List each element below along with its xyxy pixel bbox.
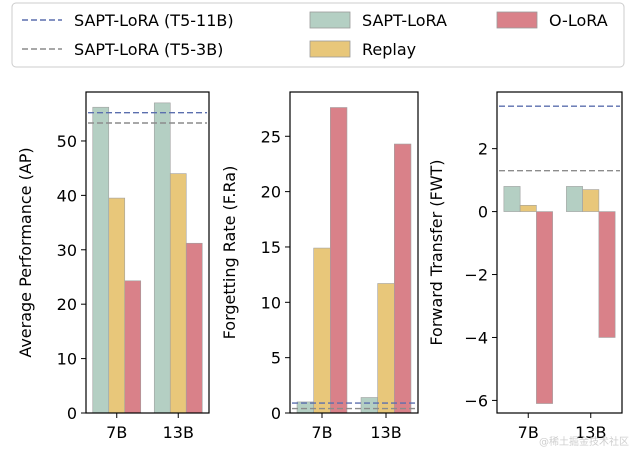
x-tick-label: 7B (518, 423, 539, 442)
legend-label: Replay (362, 40, 416, 59)
y-axis-label: Forward Transfer (FWT) (427, 159, 446, 345)
y-axis-label: Average Performance (AP) (16, 147, 35, 357)
y-tick-label: 0 (478, 203, 488, 222)
legend-patch-swatch (309, 11, 351, 29)
y-tick-label: 50 (57, 132, 77, 151)
y-tick-label: 5 (271, 349, 281, 368)
legend-label: O-LoRA (549, 11, 608, 30)
bar (92, 106, 110, 414)
panel-average-performance: 0 10 20 30 40 50 7B 13B Average Performance (AP) (16, 91, 210, 442)
legend-label: SAPT-LoRA (T5-3B) (74, 40, 223, 59)
y-tick-label: 0 (271, 404, 281, 423)
y-tick-label: 20 (57, 295, 77, 314)
y-tick-label: 0 (67, 404, 77, 423)
bar (582, 189, 600, 212)
y-tick-label: 10 (261, 293, 281, 312)
bar (330, 107, 348, 414)
axes-frame (496, 91, 623, 414)
y-tick-label: −2 (464, 266, 488, 285)
bar (519, 204, 537, 212)
y-tick-label: 30 (57, 241, 77, 260)
bar (169, 173, 187, 414)
watermark: @稀土掘金技术社区 (539, 437, 629, 448)
bar (153, 102, 171, 414)
bar (360, 397, 378, 414)
x-tick-label: 7B (106, 423, 127, 442)
y-axis-label: Forgetting Rate (F.Ra) (220, 166, 239, 340)
y-tick-label: −6 (464, 391, 488, 410)
bar (566, 186, 583, 212)
legend-patch-swatch (496, 11, 538, 29)
x-tick-label: 13B (575, 423, 606, 442)
x-tick-label: 13B (370, 423, 401, 442)
bar (503, 186, 521, 212)
x-tick-label: 7B (311, 423, 332, 442)
bar (598, 211, 616, 338)
legend: SAPT-LoRA (T5-11B) SAPT-LoRA (T5-3B) SAPT-… (11, 2, 625, 68)
y-tick-label: −4 (464, 328, 488, 347)
y-tick-label: 15 (261, 238, 281, 257)
bar (377, 283, 395, 414)
y-tick-label: 20 (261, 183, 281, 202)
bar (108, 197, 126, 414)
panel-forward-transfer: −6 −4 −2 0 2 7B 13B Forward Transfer (FWT) (427, 91, 623, 442)
bar (185, 242, 203, 414)
legend-patch-swatch (309, 40, 351, 58)
legend-frame (11, 2, 625, 68)
axes-frame (289, 91, 419, 414)
y-tick-label: 25 (261, 127, 281, 146)
panel-forgetting-rate: 0 5 10 15 20 25 7B 13B Forgetting Rate (F.Ra) (220, 91, 419, 442)
bar (124, 280, 142, 414)
legend-label: SAPT-LoRA (362, 11, 447, 30)
bar (313, 247, 331, 414)
y-tick-label: 2 (478, 140, 488, 159)
axes-frame (85, 91, 210, 414)
legend-label: SAPT-LoRA (T5-11B) (74, 11, 234, 30)
bar (394, 143, 412, 414)
bar (536, 211, 553, 404)
y-tick-label: 10 (57, 350, 77, 369)
x-tick-label: 13B (163, 423, 194, 442)
y-tick-label: 40 (57, 186, 77, 205)
